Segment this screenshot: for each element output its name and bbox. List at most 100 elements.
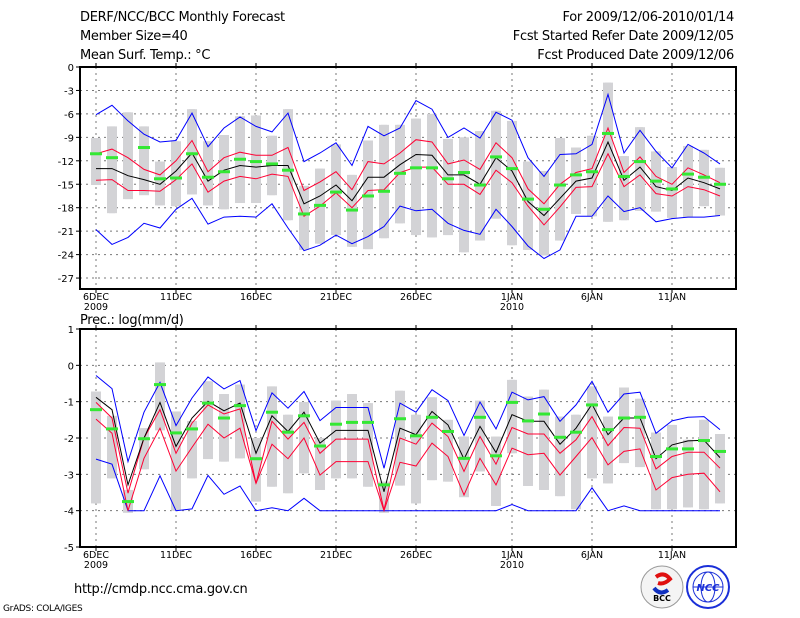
x-tick-label: 6JAN [581,292,603,303]
spread-box [203,141,213,206]
max-line [95,92,721,178]
spread-box [411,414,421,504]
spread-box [427,113,437,238]
observed-mark [538,412,550,416]
spread-box [667,167,677,218]
observed-mark [634,160,646,164]
min-line [95,195,721,260]
observed-mark [202,401,214,405]
spread-box [459,137,469,253]
spread-box [715,167,725,216]
observed-mark [186,152,198,156]
observed-mark [266,410,278,414]
x-tick-label: 26DEC [400,550,432,561]
y-tick-label: -24 [58,251,74,262]
observed-mark [330,422,342,426]
spread-box [155,161,165,206]
spread-box [619,387,629,464]
observed-mark [346,420,358,424]
observed-mark [474,415,486,419]
upper-line [95,126,721,205]
observed-mark [378,483,390,487]
observed-mark [250,160,262,164]
spread-box [315,438,325,490]
spread-box [459,436,469,498]
observed-mark [458,171,470,175]
observed-mark [602,428,614,432]
x-tick-label: 26DEC [400,292,432,303]
observed-mark [362,194,374,198]
observed-mark [666,187,678,191]
spread-box [635,127,645,211]
spread-box [251,115,261,204]
spread-box [587,386,597,479]
forecast-produced-date: Fcst Produced Date 2009/12/06 [537,48,734,63]
spread-box [539,389,549,490]
spread-box [107,126,117,214]
observed-mark [634,415,646,419]
observed-mark [186,427,198,431]
source-url[interactable]: http://cmdp.ncc.cma.gov.cn [74,582,248,597]
observed-mark [570,173,582,177]
spread-box [635,398,645,468]
plot-frame [79,66,737,290]
y-tick-label: 1 [68,325,74,336]
observed-mark [170,176,182,180]
spread-box [91,138,101,186]
observed-mark [330,190,342,194]
spread-box [379,481,389,513]
plot-frame [79,328,737,548]
spread-box [683,145,693,218]
observed-mark [234,157,246,161]
observed-mark [298,212,310,216]
spread-box [283,109,293,221]
observed-mark [538,207,550,211]
observed-mark [570,430,582,434]
spread-box [347,394,357,479]
observed-mark [394,417,406,421]
observed-mark [378,189,390,193]
spread-box [571,414,581,510]
observed-mark [90,408,102,412]
y-tick-label: -4 [64,507,74,518]
x-tick-year-label: 2009 [84,560,108,571]
spread-box [267,386,277,487]
y-tick-label: -21 [58,227,74,238]
spread-box [299,185,309,250]
observed-mark [218,170,230,174]
observed-mark [490,155,502,159]
upper-line [95,402,721,511]
observed-mark [154,383,166,387]
min-line [95,458,720,512]
observed-mark [714,182,726,186]
observed-mark [266,162,278,166]
spread-box [91,391,101,504]
observed-mark [458,456,470,460]
x-tick-label: 11DEC [160,550,192,561]
observed-mark [714,449,726,453]
x-tick-label: 16DEC [240,550,272,561]
observed-mark [522,419,534,423]
observed-mark [698,175,710,179]
observed-mark [346,208,358,212]
observed-mark [490,454,502,458]
spread-box [651,432,661,510]
x-tick-label: 21DEC [320,550,352,561]
spread-box [203,381,213,460]
spread-box [139,428,149,470]
spread-box [171,141,181,207]
observed-mark [106,156,118,160]
spread-box [555,138,565,241]
lower-line [95,152,721,226]
mean-line [96,140,721,217]
observed-mark [618,174,630,178]
x-tick-label: 16DEC [240,292,272,303]
observed-mark [618,416,630,420]
spread-box [187,109,197,195]
observed-mark [314,203,326,207]
max-line [95,375,721,469]
spread-box [171,411,181,511]
observed-mark [554,183,566,187]
spread-box [715,434,725,504]
